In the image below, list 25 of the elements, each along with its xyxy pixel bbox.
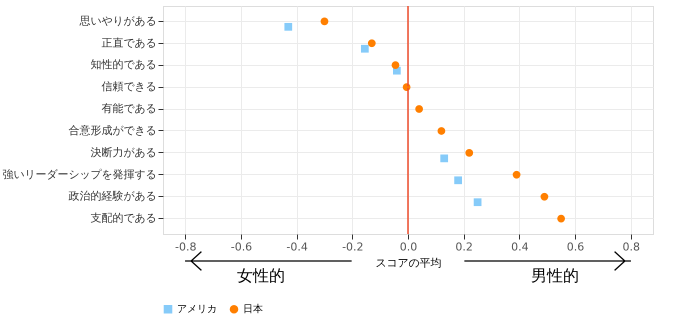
x-tick-label: -0.4 [286, 240, 308, 254]
x-tick-label: -0.8 [175, 240, 197, 254]
x-tick-label: 0.4 [511, 240, 529, 254]
text: 女性的 [237, 266, 285, 285]
x-tick-label: 0.6 [566, 240, 584, 254]
point [415, 105, 424, 113]
y-tick-label: 有能である [102, 102, 156, 116]
y-tick-label: 知性的である [90, 58, 156, 72]
y-tick-label: 決断力がある [90, 146, 156, 159]
x-tick-label: -0.6 [230, 240, 252, 254]
y-tick-label: 政治的経験がある [68, 190, 156, 203]
y-tick-label: 正直である [102, 36, 156, 50]
x-tick-label: 0.2 [455, 240, 473, 254]
x-tick-label: 0.8 [622, 240, 640, 254]
x-axis-title: スコアの平均 [376, 256, 442, 270]
x-tick-label: 0.0 [400, 240, 418, 254]
legend-label: 日本 [243, 303, 263, 316]
y-tick-label: 合意形成ができる [68, 124, 156, 137]
y-tick-label: 支配的である [90, 212, 156, 225]
text: 男性的 [531, 266, 579, 285]
legend-label: アメリカ [177, 304, 217, 316]
y-tick-label: 思いやりがある [78, 14, 156, 28]
y-tick-label: 信頼できる [102, 80, 156, 94]
y-tick-label: 強いリーダーシップを発揮する [2, 168, 156, 181]
x-tick-label: -0.2 [342, 240, 364, 254]
